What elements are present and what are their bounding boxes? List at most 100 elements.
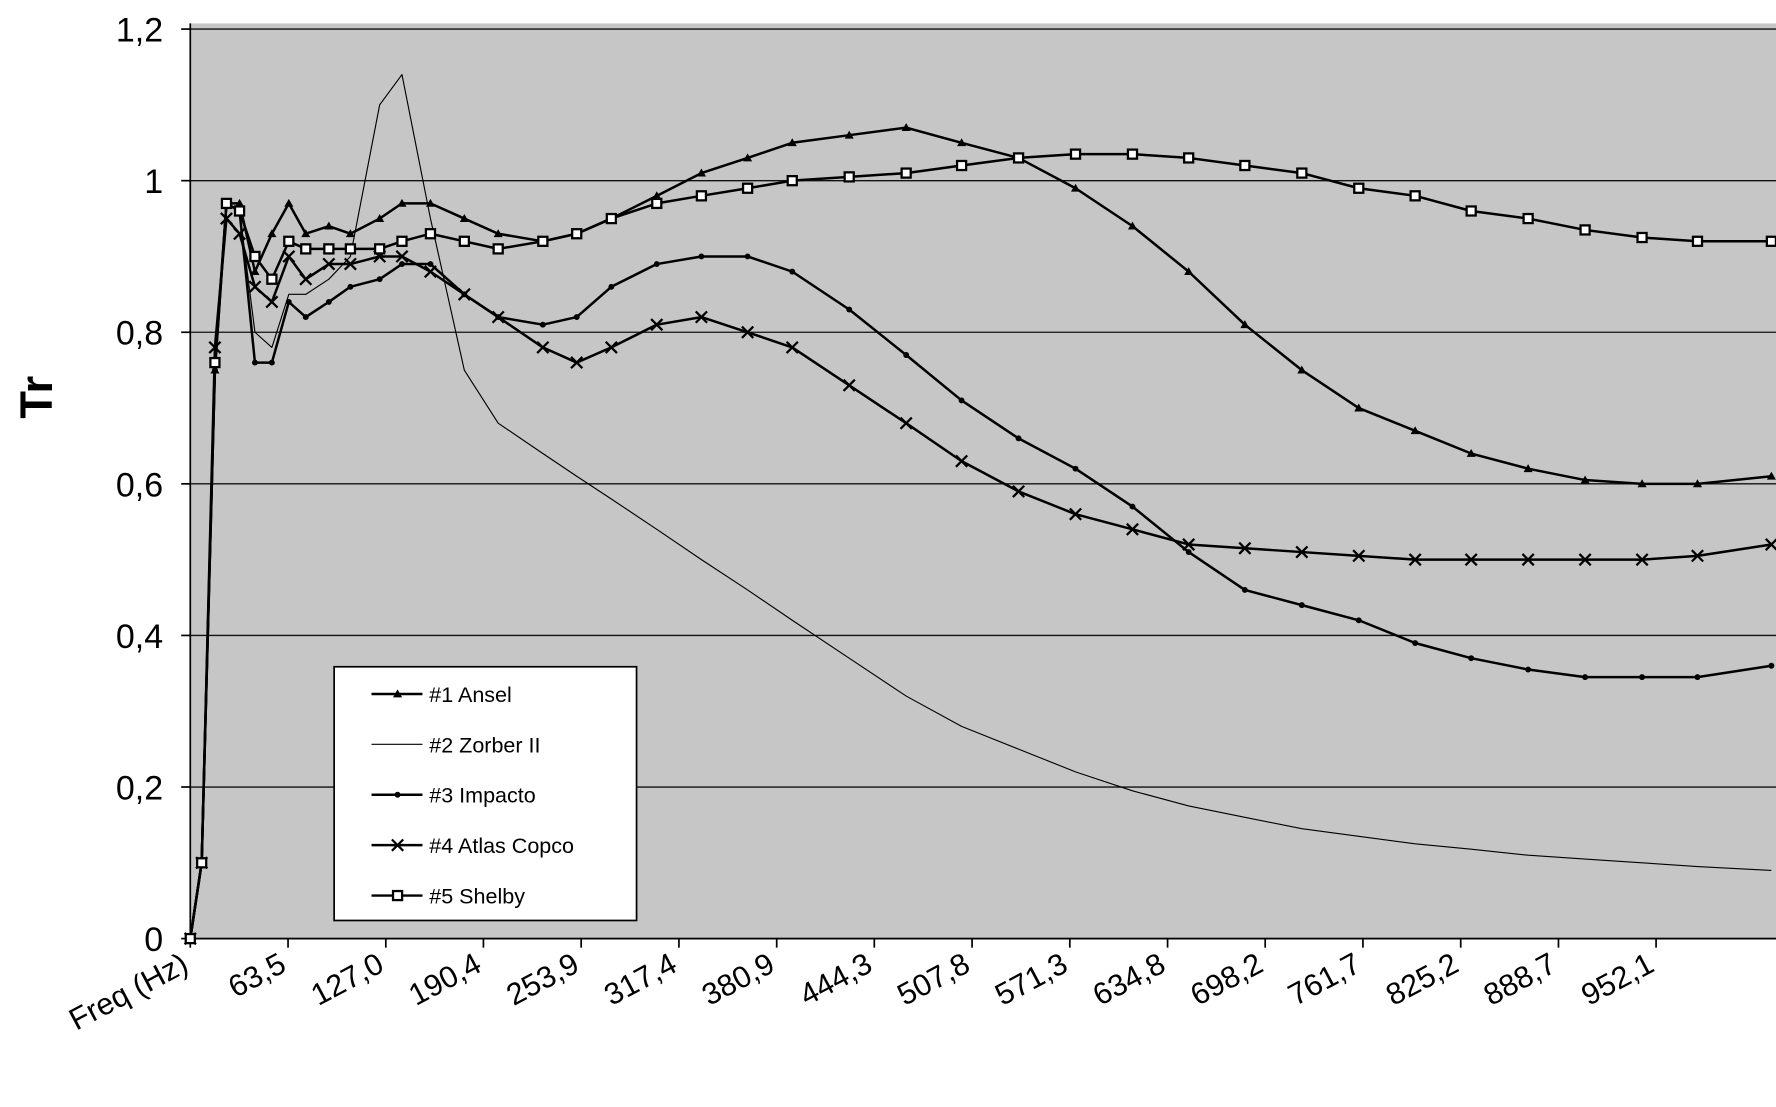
data-point — [209, 356, 221, 369]
data-point — [427, 261, 434, 267]
data-point — [741, 325, 755, 339]
x-tick-label: 698,2 — [1185, 946, 1269, 1012]
data-point — [492, 243, 504, 255]
data-point — [842, 378, 856, 392]
series-line — [189, 217, 1772, 939]
data-point — [285, 298, 292, 305]
data-point — [1354, 403, 1364, 412]
data-point — [347, 283, 354, 290]
legend-label: #4 Atlas Copco — [429, 834, 574, 858]
data-point — [570, 356, 584, 370]
data-point — [1766, 471, 1776, 480]
data-point — [1578, 553, 1592, 567]
data-point — [573, 314, 580, 321]
data-point — [698, 253, 705, 260]
data-point — [650, 318, 664, 332]
data-point — [695, 190, 708, 202]
data-point — [343, 257, 357, 271]
y-tick-label: 0 — [144, 921, 163, 959]
y-tick-label: 0,8 — [116, 315, 163, 353]
data-point — [396, 235, 408, 247]
data-point — [536, 340, 550, 354]
data-point — [457, 287, 471, 301]
data-point — [785, 340, 799, 354]
data-point — [1636, 231, 1648, 244]
data-point — [539, 321, 546, 328]
data-point — [345, 229, 355, 238]
data-point — [376, 276, 383, 283]
data-point — [789, 268, 796, 275]
data-point — [268, 359, 275, 366]
data-point — [1353, 182, 1365, 194]
data-point — [1694, 674, 1701, 681]
data-point — [397, 198, 407, 207]
data-point — [653, 261, 660, 267]
series-line — [189, 73, 1772, 939]
data-point — [1691, 549, 1704, 563]
data-point — [1525, 666, 1532, 673]
data-point — [424, 228, 437, 240]
data-point — [571, 228, 583, 240]
data-point — [248, 280, 262, 294]
data-point — [459, 214, 469, 222]
data-point — [741, 182, 754, 194]
legend-label: #5 Shelby — [429, 884, 525, 908]
data-point — [1466, 448, 1476, 457]
legend-label: #1 Ansel — [429, 683, 512, 707]
legend: #1 Ansel #2 Zorber II #3 Impacto #4 Atlas C… — [333, 665, 638, 922]
x-tick-label: 634,8 — [1087, 946, 1171, 1012]
y-tick-label: 0,6 — [116, 466, 163, 504]
data-point — [903, 352, 910, 358]
data-point — [957, 138, 967, 147]
data-point — [843, 171, 855, 183]
data-point — [786, 175, 798, 187]
x-tick-label: 380,9 — [696, 946, 780, 1012]
x-tick-label: 761,7 — [1283, 946, 1367, 1012]
data-point — [651, 197, 663, 210]
y-tick-label: 0,2 — [116, 769, 163, 807]
data-point — [301, 229, 311, 238]
data-point — [1012, 152, 1025, 164]
x-tick-label: 127,0 — [306, 946, 390, 1012]
series-line — [189, 126, 1772, 939]
data-point — [325, 298, 332, 305]
data-point — [900, 167, 912, 179]
data-point — [1523, 464, 1533, 473]
data-point — [1069, 148, 1082, 160]
data-point — [1464, 553, 1478, 567]
data-point — [901, 123, 911, 132]
data-point — [696, 168, 706, 177]
data-point — [250, 267, 260, 276]
data-point — [1015, 435, 1022, 442]
y-axis-label: Tr — [11, 376, 62, 419]
data-point — [1069, 507, 1082, 521]
data-point — [1297, 365, 1307, 374]
legend-marker — [391, 838, 405, 852]
data-point — [1126, 522, 1139, 536]
data-point — [958, 397, 965, 404]
series-line — [189, 152, 1772, 939]
data-point — [375, 214, 385, 222]
data-point — [1239, 159, 1251, 172]
data-point — [694, 310, 708, 324]
data-point — [1465, 205, 1477, 217]
data-point — [1184, 267, 1194, 276]
data-point — [1765, 235, 1776, 247]
data-point — [299, 272, 313, 286]
data-point — [267, 229, 277, 238]
data-point — [1129, 503, 1136, 510]
data-point — [744, 253, 751, 260]
data-point — [220, 197, 233, 210]
data-point — [1238, 541, 1252, 555]
data-point — [608, 283, 615, 290]
data-point — [493, 229, 503, 238]
legend-marker — [393, 689, 403, 698]
data-point — [955, 159, 968, 172]
data-point — [1521, 553, 1535, 567]
legend-label: #2 Zorber II — [429, 733, 540, 757]
data-point — [1072, 465, 1079, 472]
data-point — [1295, 545, 1309, 559]
x-tick-label: 507,8 — [892, 946, 976, 1012]
data-point — [491, 310, 505, 324]
data-point — [265, 295, 279, 309]
